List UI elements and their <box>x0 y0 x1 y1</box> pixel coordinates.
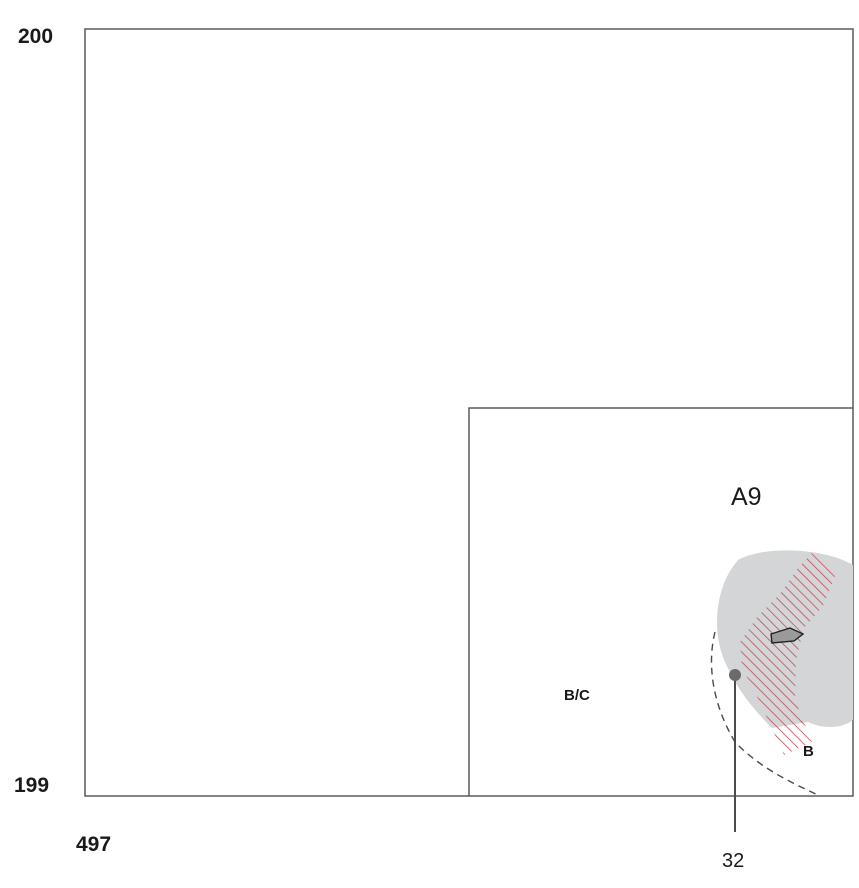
inner-frame <box>468 407 853 796</box>
zone-label-b: B <box>803 743 814 760</box>
point-label-32: 32 <box>722 850 744 872</box>
zone-label-bc: B/C <box>564 687 590 704</box>
small-polygon <box>770 627 805 644</box>
area-label-a9: A9 <box>731 483 762 511</box>
north-coordinate-label: 200 <box>18 25 53 48</box>
west-coordinate-label: 497 <box>76 833 111 856</box>
red-hatched-band <box>740 553 835 755</box>
south-coordinate-label: 199 <box>14 774 49 797</box>
point-marker <box>729 669 741 681</box>
